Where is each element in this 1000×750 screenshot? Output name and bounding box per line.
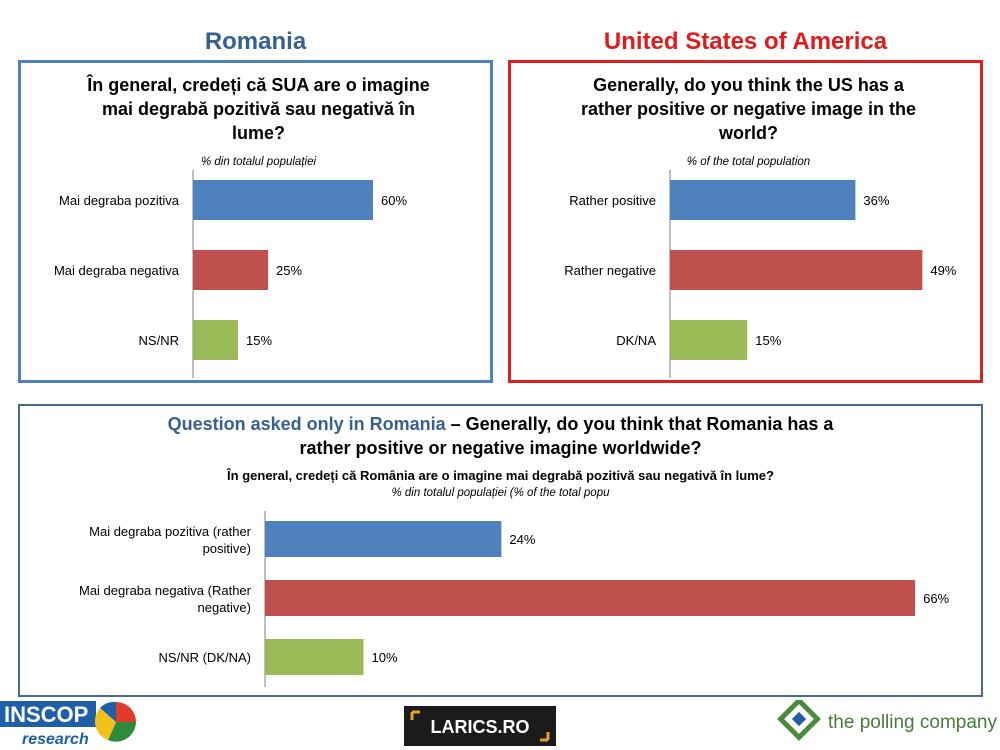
usa-question: Generally, do you think the US has a rat… bbox=[521, 73, 976, 145]
category-label: DK/NA bbox=[616, 333, 656, 348]
diamond-icon bbox=[777, 700, 821, 741]
question-line: rather positive or negative imagine worl… bbox=[299, 438, 702, 458]
usa-header: United States of America bbox=[603, 28, 888, 55]
data-label: 36% bbox=[863, 193, 889, 208]
usa-chart: 36% Rather positive 49% Rather negative 15% D… bbox=[564, 170, 957, 378]
pie-icon bbox=[94, 701, 136, 742]
inscop-logo: INSCOP research bbox=[0, 701, 136, 748]
bar bbox=[670, 320, 748, 360]
bar bbox=[193, 250, 268, 290]
data-label: 15% bbox=[755, 333, 781, 348]
data-label: 60% bbox=[381, 193, 407, 208]
category-label: Mai degraba negativa (Rather negative) bbox=[79, 583, 252, 615]
inscop-text: INSCOP bbox=[4, 702, 88, 727]
category-label: Mai degraba negativa bbox=[54, 263, 180, 278]
polling-company-text: the polling company bbox=[828, 712, 997, 733]
bottom-subtitle: % din totalul populației (% of the total… bbox=[391, 487, 610, 499]
bar bbox=[265, 639, 364, 675]
question-rest: – Generally, do you think that Romania h… bbox=[445, 414, 834, 434]
romania-chart: 60% Mai degraba pozitiva 25% Mai degraba ne… bbox=[54, 170, 407, 378]
category-label: Rather positive bbox=[569, 193, 656, 208]
data-label: 25% bbox=[276, 263, 302, 278]
data-label: 66% bbox=[923, 591, 949, 606]
question-line: rather positive or negative image in the bbox=[580, 99, 917, 119]
bottom-question: Question asked only in Romania – General… bbox=[20, 412, 981, 460]
question-line: În general, credeți că SUA are o imagine bbox=[87, 75, 430, 95]
data-label: 10% bbox=[372, 650, 398, 665]
bar bbox=[265, 580, 916, 616]
category-label: Rather negative bbox=[564, 263, 656, 278]
inscop-research-text: research bbox=[22, 731, 89, 748]
category-label: Mai degraba pozitiva bbox=[59, 193, 180, 208]
polling-company-logo: the polling company bbox=[777, 700, 997, 741]
data-label: 49% bbox=[930, 263, 956, 278]
romania-subtitle: % din totalul populației bbox=[200, 156, 317, 168]
question-line: world? bbox=[719, 123, 778, 143]
data-label: 15% bbox=[246, 333, 272, 348]
question-line: Generally, do you think the US has a bbox=[593, 75, 904, 95]
romania-image-chart: 24% Mai degraba pozitiva (rather positive)… bbox=[79, 511, 950, 687]
romania-panel: În general, credeți că SUA are o imagine… bbox=[18, 60, 493, 383]
question-line: lume? bbox=[231, 123, 285, 143]
romania-question: În general, credeți că SUA are o imagine… bbox=[31, 73, 486, 145]
bar bbox=[193, 180, 373, 220]
category-label: Mai degraba pozitiva (rather positive) bbox=[89, 524, 252, 556]
romanian-question: În general, credeți că România are o ima… bbox=[227, 468, 774, 483]
usa-subtitle: % of the total population bbox=[686, 156, 811, 168]
question-prefix: Question asked only in Romania bbox=[167, 414, 446, 434]
larics-logo: LARICS.RO bbox=[404, 706, 556, 746]
bar bbox=[670, 180, 856, 220]
question-line: mai degrabă pozitivă sau negativă în bbox=[101, 99, 416, 119]
romania-image-panel: Question asked only in Romania – General… bbox=[18, 404, 983, 697]
category-label: NS/NR bbox=[139, 333, 179, 348]
bar bbox=[265, 521, 502, 557]
bar bbox=[670, 250, 923, 290]
data-label: 24% bbox=[509, 532, 535, 547]
usa-panel: Generally, do you think the US has a rat… bbox=[508, 60, 983, 383]
romania-header: Romania bbox=[204, 28, 307, 55]
category-label: NS/NR (DK/NA) bbox=[159, 650, 251, 665]
bar bbox=[193, 320, 238, 360]
larics-text: LARICS.RO bbox=[431, 717, 530, 737]
